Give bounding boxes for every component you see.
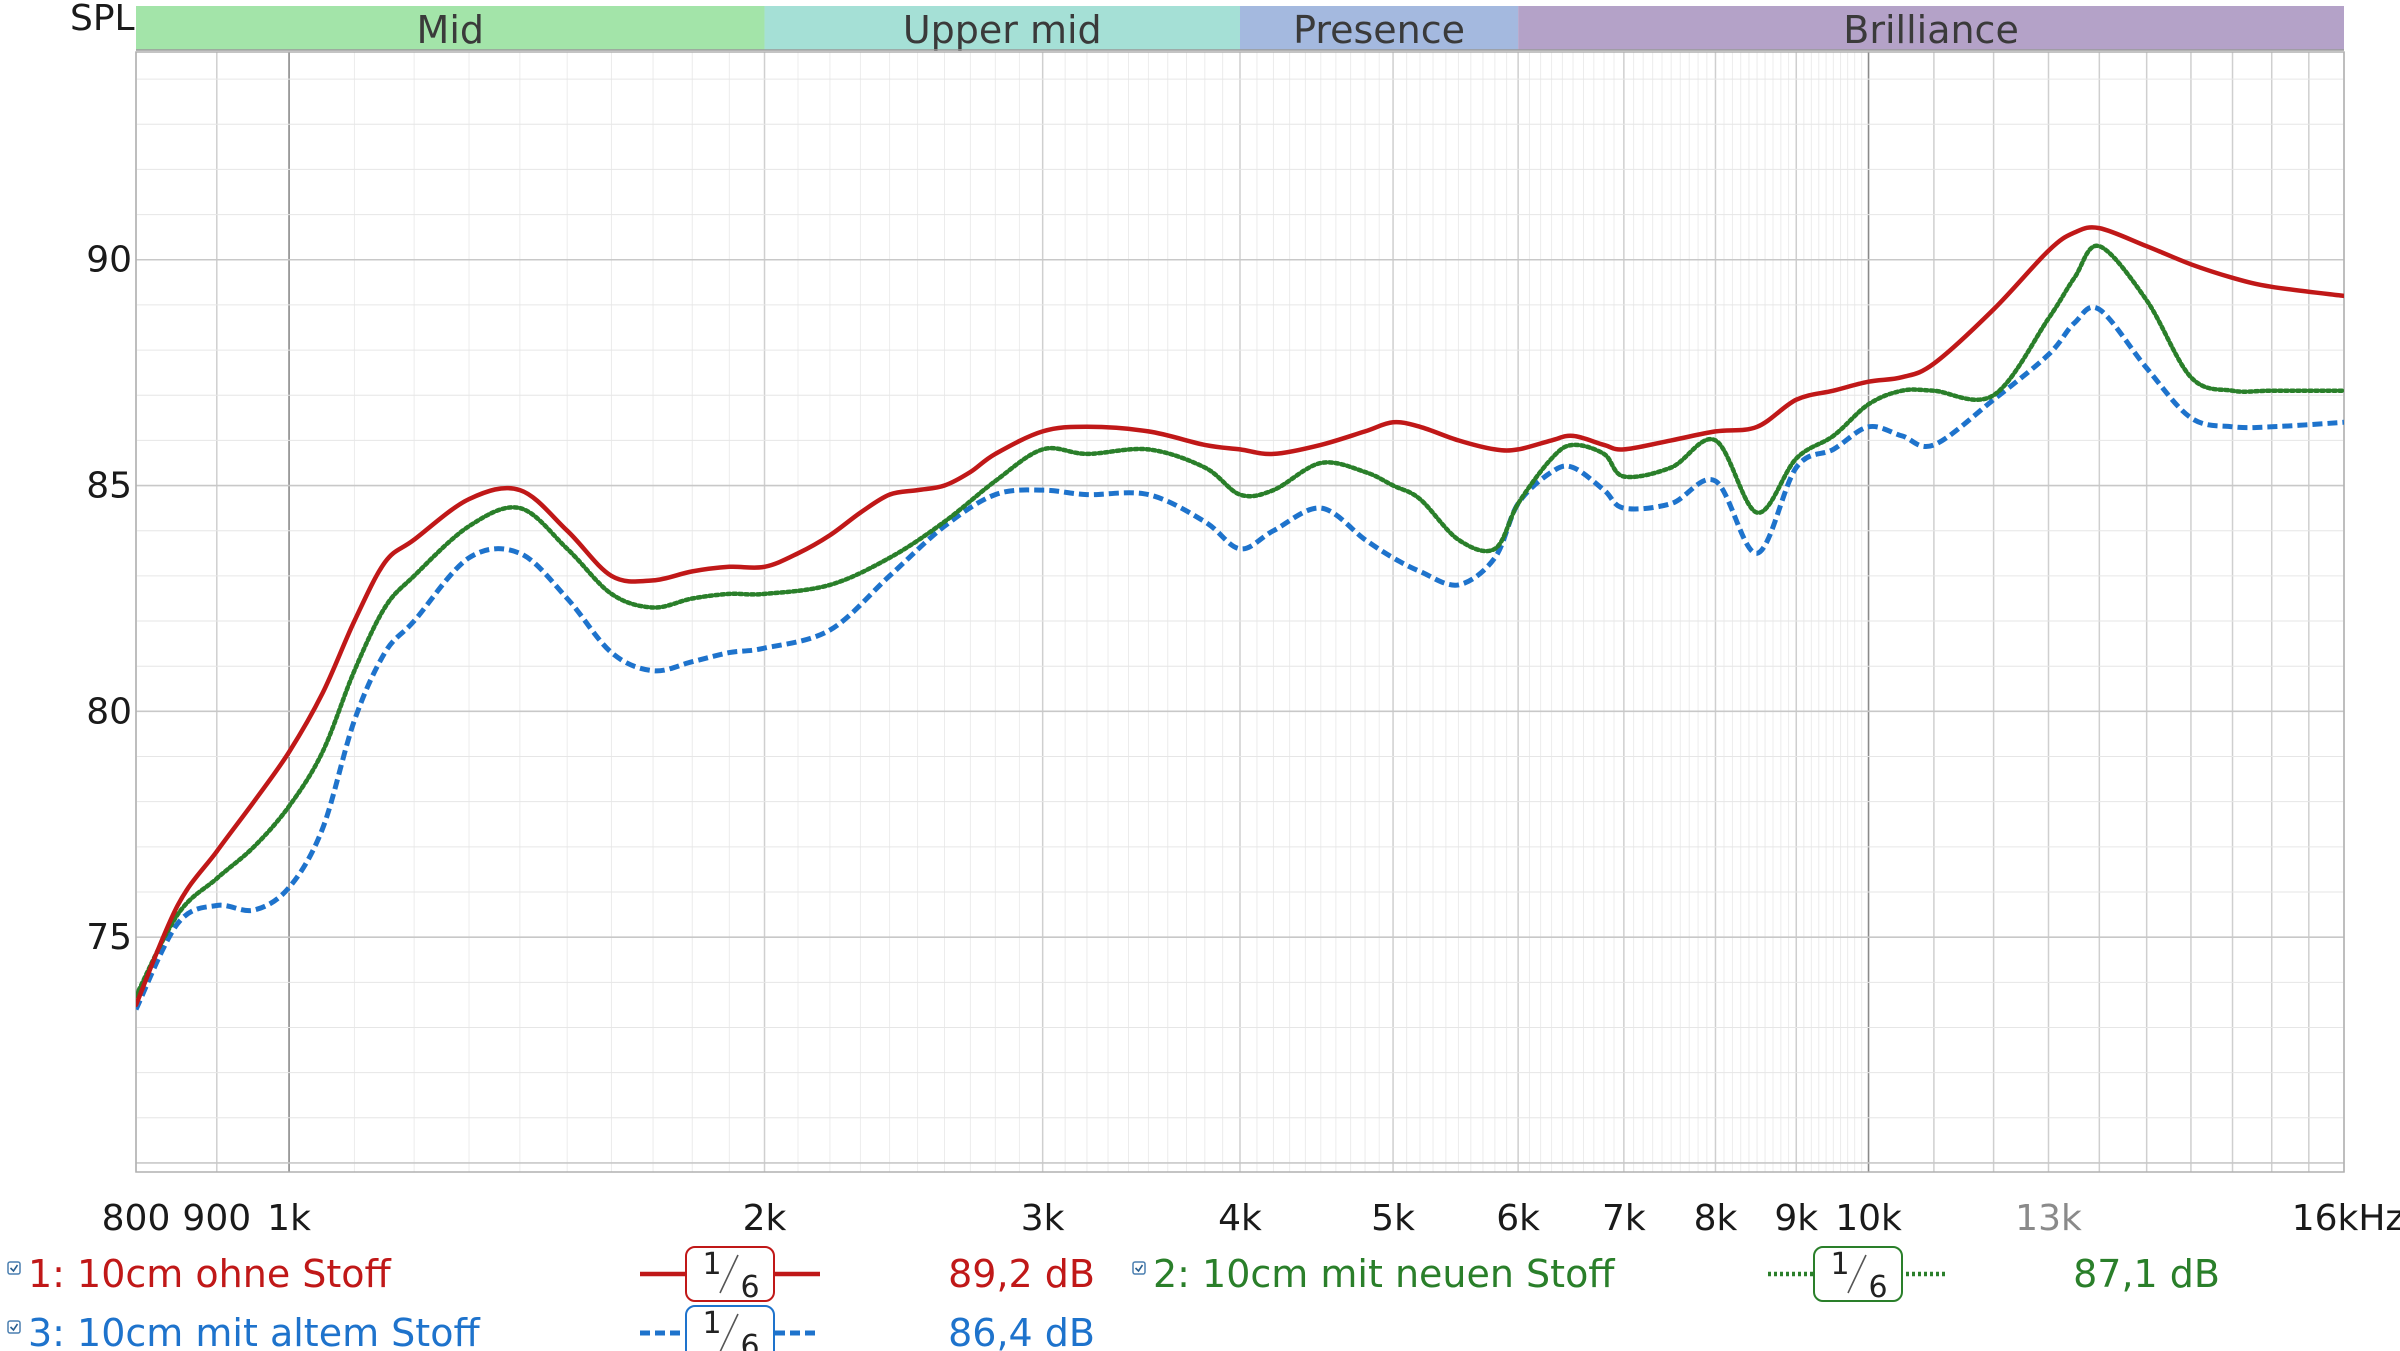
smoothing-numerator: 1 — [702, 1247, 721, 1282]
series-line-3 — [136, 304, 2344, 1011]
x-tick-label: 900 — [182, 1198, 251, 1239]
smoothing-selector[interactable]: 16 — [1813, 1246, 1903, 1305]
x-axis: 800 900 1k 2k 3k 4k 5k 6k 7k 8k 9k 10k 13k 16kHz — [102, 1198, 2400, 1239]
y-axis-label: SPL — [70, 0, 135, 39]
legend-item-3[interactable]: 3: 10cm mit altem Stoff 16 86,4 dB — [7, 1305, 1095, 1351]
series-name: 1: 10cm ohne Stoff — [28, 1252, 392, 1296]
band-label: Brilliance — [1843, 8, 2019, 52]
x-tick-label: 6k — [1496, 1198, 1540, 1239]
series-value: 89,2 dB — [948, 1252, 1095, 1296]
band-presence — [1240, 6, 1519, 50]
band-upper-mid — [764, 6, 1240, 50]
x-tick-label: 5k — [1371, 1198, 1415, 1239]
smoothing-denominator: 6 — [740, 1270, 759, 1305]
series-checkbox[interactable] — [1132, 1261, 1146, 1275]
y-tick-label: 90 — [86, 240, 132, 281]
x-tick-label: 2k — [743, 1198, 787, 1239]
y-axis: 75 80 85 90 — [86, 240, 132, 958]
y-tick-label: 75 — [86, 917, 132, 958]
series-value: 86,4 dB — [948, 1311, 1095, 1351]
band-label: Mid — [417, 8, 484, 52]
fraction-slash — [1847, 1254, 1867, 1294]
y-tick-label: 85 — [86, 466, 132, 507]
series-checkbox[interactable] — [7, 1320, 21, 1334]
band-brilliance — [1518, 6, 2344, 50]
smoothing-selector[interactable]: 16 — [685, 1246, 775, 1305]
fraction-slash — [719, 1254, 739, 1294]
legend: 1: 10cm ohne Stoff 16 89,2 dB 2: 10cm mit n… — [7, 1246, 2220, 1351]
fraction-slash — [719, 1313, 739, 1351]
x-tick-label: 7k — [1602, 1198, 1646, 1239]
series-line-1 — [136, 225, 2344, 1008]
check-icon — [9, 1323, 19, 1332]
series-name: 3: 10cm mit altem Stoff — [28, 1311, 480, 1351]
series-checkbox[interactable] — [7, 1261, 21, 1275]
x-tick-label: 8k — [1694, 1198, 1738, 1239]
smoothing-numerator: 1 — [1830, 1247, 1849, 1282]
check-icon — [9, 1264, 19, 1273]
plot-border — [135, 51, 2345, 1173]
grid — [135, 52, 2345, 1172]
smoothing-denominator: 6 — [740, 1329, 759, 1351]
curves — [136, 225, 2344, 1011]
check-icon — [1134, 1264, 1144, 1273]
band-label: Presence — [1293, 8, 1465, 52]
band-mid — [136, 6, 765, 50]
series-value: 87,1 dB — [2073, 1252, 2220, 1296]
x-tick-label: 3k — [1021, 1198, 1065, 1239]
x-tick-label: 800 — [102, 1198, 171, 1239]
band-label: Upper mid — [903, 8, 1102, 52]
series-name: 2: 10cm mit neuen Stoff — [1153, 1252, 1615, 1296]
x-tick-label: 13k — [2015, 1198, 2082, 1239]
smoothing-numerator: 1 — [702, 1306, 721, 1341]
frequency-bands: Mid Upper mid Presence Brilliance — [136, 6, 2344, 52]
y-tick-label: 80 — [86, 691, 132, 732]
x-tick-label: 4k — [1218, 1198, 1262, 1239]
series-line-2 — [136, 243, 2344, 999]
smoothing-selector[interactable]: 16 — [685, 1305, 775, 1351]
plot-frame — [135, 51, 2345, 1173]
legend-item-1[interactable]: 1: 10cm ohne Stoff 16 89,2 dB — [7, 1246, 1095, 1305]
x-tick-label: 9k — [1774, 1198, 1818, 1239]
x-tick-label: 16kHz — [2292, 1198, 2400, 1239]
smoothing-denominator: 6 — [1868, 1270, 1887, 1305]
x-tick-label: 1k — [267, 1198, 311, 1239]
legend-item-2[interactable]: 2: 10cm mit neuen Stoff 16 87,1 dB — [1132, 1246, 2220, 1305]
x-tick-label: 10k — [1835, 1198, 1902, 1239]
